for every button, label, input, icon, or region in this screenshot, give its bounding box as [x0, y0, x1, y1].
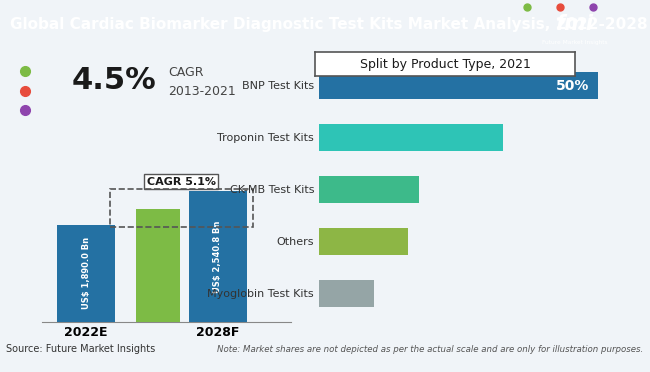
Text: 50%: 50%: [556, 79, 590, 93]
Bar: [109, 189, 253, 227]
Text: Global Cardiac Biomarker Diagnostic Test Kits Market Analysis, 2022-2028: Global Cardiac Biomarker Diagnostic Test…: [10, 17, 647, 32]
Text: US$ 1,890.0 Bn: US$ 1,890.0 Bn: [82, 237, 90, 309]
Text: Source: Future Market Insights: Source: Future Market Insights: [6, 344, 156, 355]
Text: 4.5%: 4.5%: [72, 66, 156, 95]
Text: Troponin Test Kits: Troponin Test Kits: [217, 133, 314, 143]
Text: Others: Others: [276, 237, 314, 247]
Bar: [318, 72, 598, 99]
Text: Myoglobin Test Kits: Myoglobin Test Kits: [207, 289, 314, 299]
Text: 2028F: 2028F: [196, 326, 239, 339]
Text: BNP Test Kits: BNP Test Kits: [242, 81, 314, 91]
Bar: [57, 225, 116, 322]
Text: fmi: fmi: [556, 14, 594, 34]
Bar: [318, 176, 419, 203]
Text: CK-MB Test Kits: CK-MB Test Kits: [229, 185, 314, 195]
Bar: [318, 228, 408, 255]
Bar: [188, 191, 247, 322]
Bar: [318, 280, 374, 307]
Text: Future Market Insights: Future Market Insights: [543, 40, 608, 45]
Text: 2022E: 2022E: [64, 326, 108, 339]
Text: CAGR 5.1%: CAGR 5.1%: [147, 177, 216, 186]
Bar: [318, 124, 503, 151]
Text: Split by Product Type, 2021: Split by Product Type, 2021: [360, 58, 530, 71]
Bar: [136, 209, 179, 322]
Text: Note: Market shares are not depicted as per the actual scale and are only for il: Note: Market shares are not depicted as …: [217, 345, 644, 354]
Text: CAGR
2013-2021: CAGR 2013-2021: [168, 66, 236, 98]
Text: US$ 2,540.8 Bn: US$ 2,540.8 Bn: [213, 220, 222, 293]
